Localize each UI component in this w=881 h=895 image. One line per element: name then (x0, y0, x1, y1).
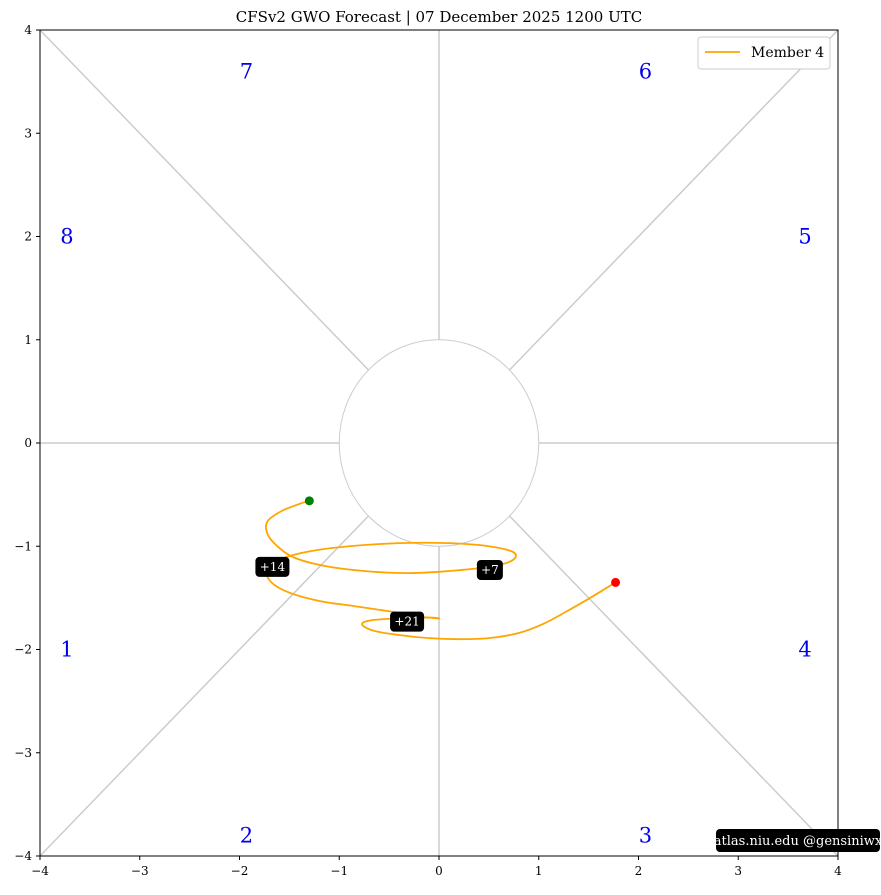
y-tick-label: −4 (14, 849, 32, 863)
phase-label-1: 1 (60, 638, 73, 662)
credit-badge: atlas.niu.edu @gensiniwx (714, 829, 881, 852)
legend: Member 4 (697, 36, 831, 70)
plot-frame (39, 29, 839, 857)
y-tick-label: 0 (24, 436, 32, 450)
x-tick-label: 0 (435, 864, 443, 878)
guide-diagonal-sw (39, 515, 370, 857)
day-label-box (255, 556, 290, 577)
phase-label-4: 4 (798, 638, 811, 662)
axis-ticks: −4 −3 −2 −1 0 1 2 3 4 −4 −3 −2 −1 0 1 2 3 4 (14, 23, 842, 878)
phase-label-7: 7 (240, 59, 253, 83)
phase-label-5: 5 (798, 225, 811, 249)
phase-label-3: 3 (639, 823, 652, 847)
y-tick-label: 1 (24, 333, 32, 347)
day-label-box (390, 611, 425, 632)
y-tick-label: 2 (24, 230, 32, 244)
phase-guide-lines (39, 29, 839, 857)
phase-label-8: 8 (60, 225, 73, 249)
phase-label-6: 6 (639, 59, 652, 83)
guide-diagonal-se (508, 515, 839, 857)
phase-label-2: 2 (240, 823, 253, 847)
credit-text: atlas.niu.edu @gensiniwx (714, 834, 881, 849)
legend-entry-member-4: Member 4 (751, 45, 824, 61)
day-label-plus7: +7 (476, 559, 503, 580)
day-label-box (476, 559, 503, 580)
y-tick-label: −1 (14, 539, 32, 553)
x-tick-label: 4 (834, 864, 842, 878)
day-label-plus14: +14 (255, 556, 290, 577)
x-tick-label: −4 (31, 864, 49, 878)
y-tick-label: 4 (24, 23, 32, 37)
x-tick-label: −3 (131, 864, 149, 878)
x-tick-label: −1 (330, 864, 348, 878)
x-tick-label: 1 (535, 864, 543, 878)
x-tick-label: −2 (231, 864, 249, 878)
credit-box (716, 829, 880, 852)
day-label-text: +21 (394, 615, 419, 629)
guide-diagonal-ne (508, 29, 839, 371)
guide-diagonal-nw (39, 29, 370, 371)
series-group: +7 +14 +21 (255, 496, 621, 641)
chart-title: CFSv2 GWO Forecast | 07 December 2025 12… (236, 8, 642, 26)
legend-box (697, 36, 831, 70)
start-point-marker (611, 577, 621, 587)
day-label-text: +7 (481, 563, 499, 577)
series-line-member-4 (265, 499, 617, 641)
y-tick-label: −3 (14, 746, 32, 760)
end-point-marker (304, 496, 314, 506)
unit-circle (338, 339, 540, 547)
x-tick-label: 2 (635, 864, 643, 878)
phase-labels: 1 2 3 4 5 6 7 8 (60, 59, 812, 847)
x-tick-label: 3 (734, 864, 742, 878)
y-tick-label: −2 (14, 643, 32, 657)
day-label-text: +14 (260, 560, 286, 574)
y-tick-label: 3 (24, 126, 32, 140)
day-label-plus21: +21 (390, 611, 425, 632)
